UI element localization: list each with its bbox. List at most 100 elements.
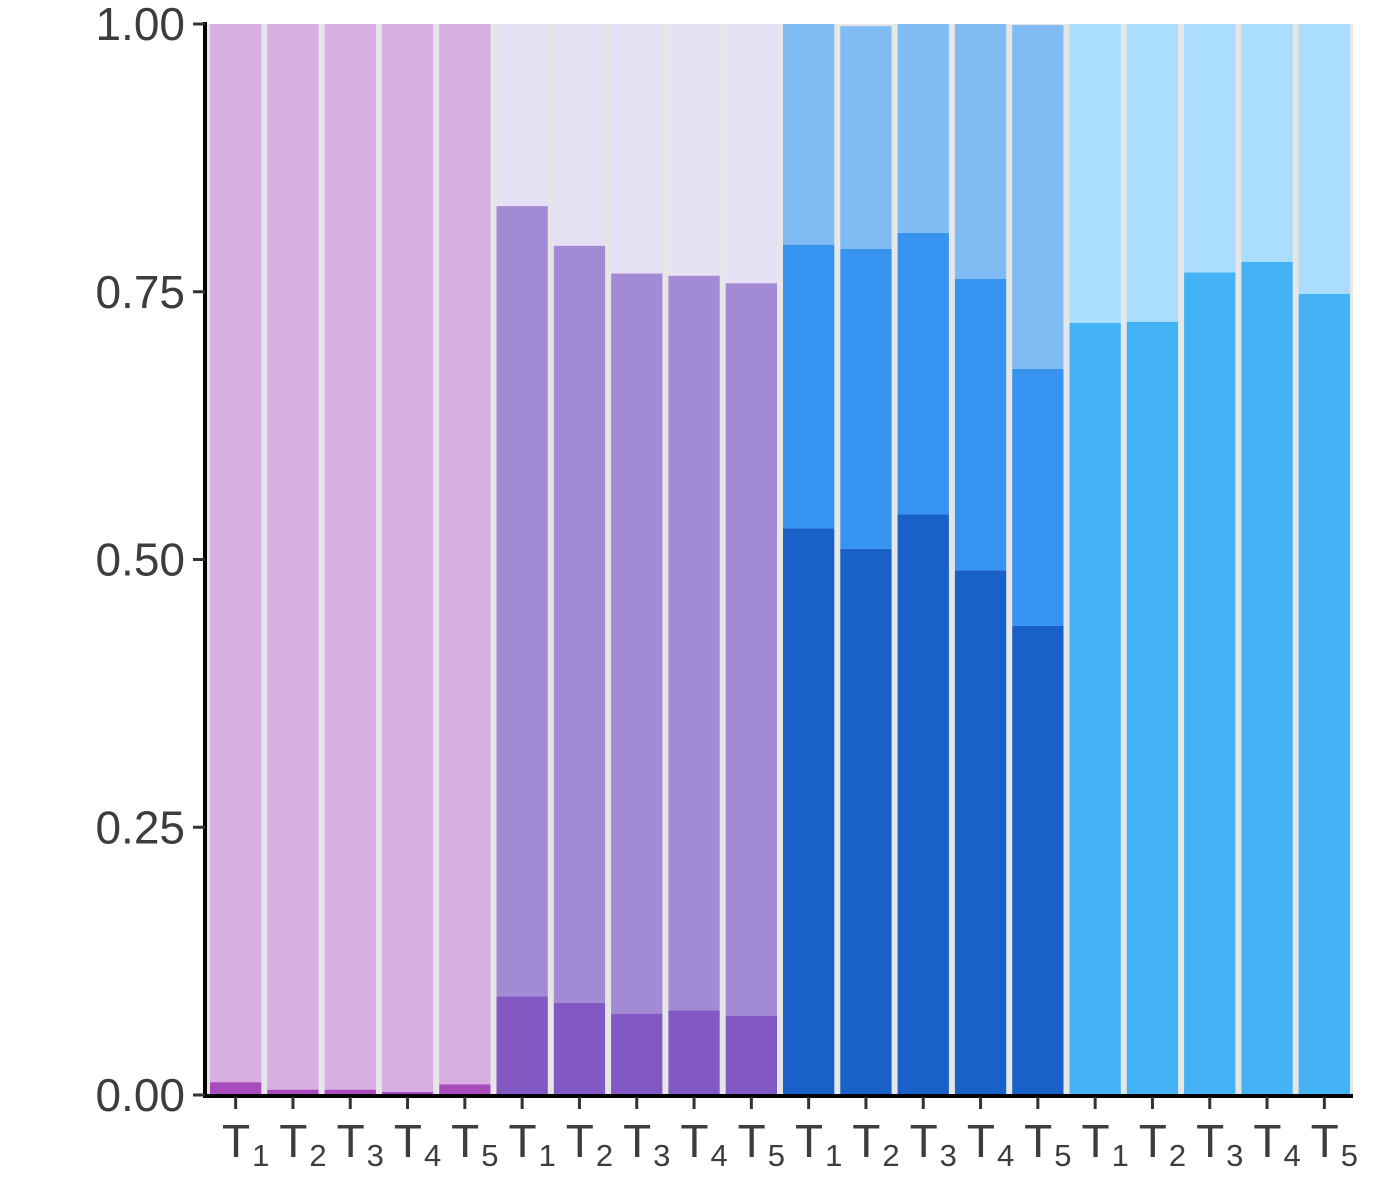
bar-8-segment-2	[611, 273, 663, 1014]
bar-14-segment-1	[954, 570, 1007, 1095]
x-tick-label-main: T	[967, 1115, 995, 1167]
bar-6-segment-1	[496, 996, 548, 1095]
bar-11-segment-2	[783, 244, 835, 529]
x-tick-label-sub: 3	[367, 1138, 384, 1173]
x-tick-label-sub: 1	[1112, 1138, 1129, 1173]
x-tick-label-sub: 4	[997, 1138, 1014, 1173]
bar-15-segment-1	[1012, 625, 1064, 1095]
x-tick-label-sub: 1	[825, 1138, 842, 1173]
bar-18	[1184, 24, 1236, 1096]
bar-16-segment-1	[1069, 322, 1121, 1095]
x-tick-label-sub: 4	[1283, 1138, 1300, 1173]
bar-8-segment-1	[611, 1013, 663, 1095]
x-tick-label: T1	[795, 1115, 842, 1173]
bar-7-segment-2	[553, 245, 606, 1003]
x-tick-label-main: T	[1024, 1115, 1052, 1167]
bar-3	[324, 24, 376, 1095]
x-tick-label: T4	[680, 1115, 727, 1173]
x-tick-label-main: T	[566, 1115, 594, 1167]
x-tick-label-main: T	[852, 1115, 880, 1167]
x-tick-label-main: T	[1081, 1115, 1109, 1167]
bar-6-segment-2	[496, 206, 548, 997]
x-tick-label: T3	[337, 1115, 384, 1173]
x-tick-label: T5	[1024, 1115, 1071, 1173]
x-tick-label-sub: 2	[882, 1138, 899, 1173]
bar-18-segment-2	[1184, 24, 1236, 273]
x-tick-label: T2	[279, 1115, 326, 1173]
x-tick-label-main: T	[795, 1115, 823, 1167]
x-tick-label-sub: 2	[596, 1138, 613, 1173]
x-tick-label-main: T	[1196, 1115, 1224, 1167]
x-tick-label-sub: 3	[653, 1138, 670, 1173]
bar-15-segment-2	[1012, 368, 1064, 626]
x-tick-label-main: T	[1253, 1115, 1281, 1167]
bar-4-segment-1	[381, 1091, 434, 1095]
bar-1	[210, 24, 262, 1095]
bar-17-segment-1	[1126, 321, 1179, 1095]
bar-19	[1241, 24, 1293, 1095]
bar-13-segment-1	[897, 514, 949, 1095]
bar-19-segment-1	[1241, 261, 1293, 1095]
x-tick-label-sub: 2	[309, 1138, 326, 1173]
bar-6-segment-3	[496, 24, 548, 207]
x-tick-label-sub: 5	[1054, 1138, 1071, 1173]
bar-19-segment-2	[1241, 24, 1293, 262]
bar-9-segment-3	[668, 24, 720, 276]
bar-14	[954, 24, 1007, 1095]
bar-10-segment-1	[725, 1015, 777, 1095]
x-tick-label-sub: 3	[1226, 1138, 1243, 1173]
x-tick-label: T2	[1139, 1115, 1186, 1173]
x-tick-label: T5	[1311, 1115, 1358, 1173]
bar-11	[783, 24, 835, 1095]
bar-17-segment-2	[1126, 24, 1179, 322]
x-tick-label: T2	[566, 1115, 613, 1173]
x-tick-label-main: T	[910, 1115, 938, 1167]
bar-1-segment-1	[210, 1082, 262, 1095]
bars-layer	[210, 24, 1350, 1096]
bar-7-segment-1	[553, 1002, 606, 1095]
bar-3-segment-1	[324, 1089, 376, 1095]
bar-15-segment-3	[1012, 25, 1064, 369]
x-tick-label-sub: 5	[768, 1138, 785, 1173]
x-tick-label: T1	[1081, 1115, 1128, 1173]
x-tick-label-main: T	[1311, 1115, 1339, 1167]
x-tick-label: T4	[967, 1115, 1014, 1173]
bar-14-segment-3	[954, 24, 1007, 279]
bar-13-segment-2	[897, 232, 949, 515]
bar-5-segment-1	[439, 1084, 491, 1095]
bar-18-segment-1	[1184, 272, 1236, 1096]
y-tick-label: 0.75	[95, 266, 185, 318]
x-tick-label-sub: 4	[424, 1138, 441, 1173]
bar-11-segment-3	[783, 24, 835, 245]
bar-20-segment-2	[1298, 24, 1350, 294]
bar-1-segment-2	[210, 24, 262, 1083]
bar-3-segment-2	[324, 24, 376, 1090]
x-tick-label: T1	[508, 1115, 555, 1173]
x-tick-label: T3	[910, 1115, 957, 1173]
x-tick-label-main: T	[508, 1115, 536, 1167]
bar-20	[1298, 24, 1350, 1095]
bar-8	[611, 24, 663, 1095]
bar-2-segment-2	[267, 24, 319, 1090]
x-tick-label-sub: 2	[1169, 1138, 1186, 1173]
x-tick-label-main: T	[451, 1115, 479, 1167]
bar-5	[439, 24, 491, 1095]
bar-15	[1012, 25, 1064, 1095]
x-tick-label-main: T	[738, 1115, 766, 1167]
y-tick-label: 1.00	[95, 0, 185, 50]
x-tick-label-main: T	[222, 1115, 250, 1167]
x-tick-label-sub: 5	[1341, 1138, 1358, 1173]
bar-14-segment-2	[954, 278, 1007, 571]
x-tick-label-sub: 1	[539, 1138, 556, 1173]
bar-7	[553, 24, 606, 1095]
bar-8-segment-3	[611, 24, 663, 274]
bar-5-segment-2	[439, 24, 491, 1085]
bar-10-segment-2	[725, 283, 777, 1016]
x-tick-label: T5	[738, 1115, 785, 1173]
bar-12	[840, 26, 892, 1095]
x-tick-label-main: T	[337, 1115, 365, 1167]
y-tick-label: 0.25	[95, 801, 185, 853]
x-tick-label-main: T	[623, 1115, 651, 1167]
